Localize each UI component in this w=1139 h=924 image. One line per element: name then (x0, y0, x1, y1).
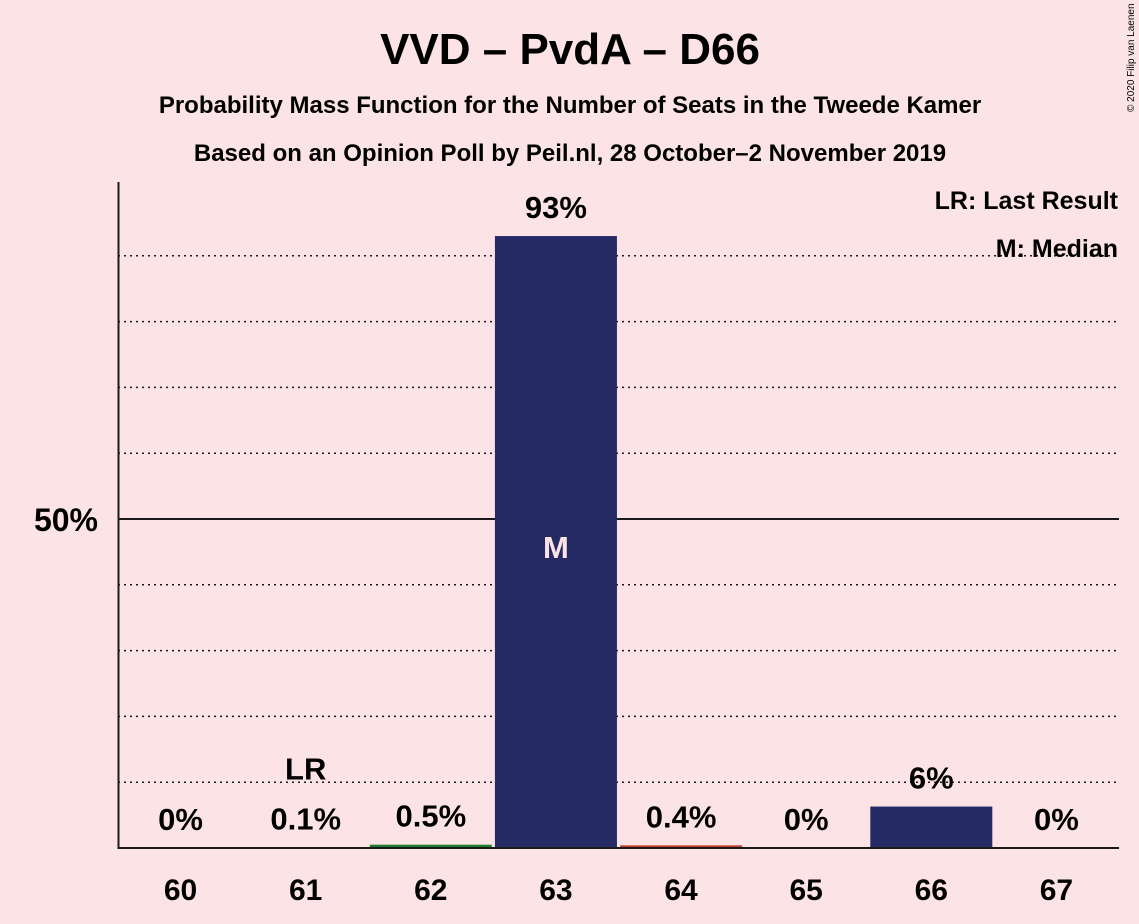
value-label-66: 6% (909, 761, 954, 796)
last-result-marker: LR (285, 751, 326, 786)
bars (244, 236, 993, 849)
bar-64 (620, 845, 743, 848)
x-tick-label-62: 62 (414, 874, 447, 907)
x-tick-label-66: 66 (915, 874, 948, 907)
bar-66 (870, 806, 993, 848)
legend-last-result: LR: Last Result (935, 187, 1119, 215)
median-marker: M (543, 530, 569, 565)
chart-subtitle-source: Based on an Opinion Poll by Peil.nl, 28 … (194, 140, 946, 167)
x-tick-label-64: 64 (664, 874, 698, 907)
chart-title: VVD – PvdA – D66 (380, 25, 760, 74)
value-label-63: 93% (525, 190, 587, 225)
grid-lines (118, 255, 1119, 783)
value-label-64: 0.4% (646, 799, 717, 834)
bar-62 (369, 844, 492, 848)
copyright-note: © 2020 Filip van Laenen (1126, 3, 1137, 112)
x-tick-label-63: 63 (539, 874, 572, 907)
value-label-60: 0% (158, 802, 203, 837)
value-label-67: 0% (1034, 802, 1079, 837)
value-label-65: 0% (784, 802, 829, 837)
x-tick-label-67: 67 (1040, 874, 1073, 907)
value-label-61: 0.1% (270, 801, 341, 836)
chart-subtitle: Probability Mass Function for the Number… (159, 92, 981, 119)
x-tick-label-60: 60 (164, 874, 197, 907)
bar-63 (494, 236, 617, 848)
x-tick-label-61: 61 (289, 874, 322, 907)
x-tick-label-65: 65 (790, 874, 823, 907)
axes (117, 182, 1119, 849)
labels: 50% 60 0% 61 0.1% LR 62 0.5% 63 93% M 64 0.4% 65 0% 66 6… (34, 190, 1079, 907)
legend-median: M: Median (996, 235, 1118, 263)
value-label-62: 0.5% (395, 799, 466, 834)
y-tick-label: 50% (34, 502, 98, 538)
